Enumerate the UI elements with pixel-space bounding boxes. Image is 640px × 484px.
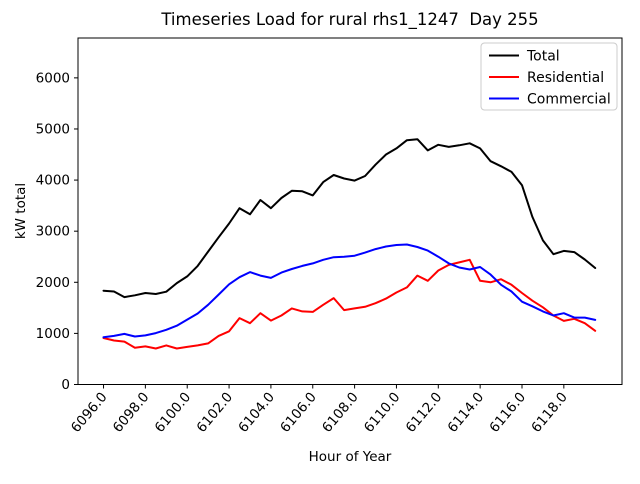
x-tick-label: 6110.0 bbox=[361, 389, 404, 435]
y-tick-label: 0 bbox=[61, 377, 70, 393]
x-tick-label: 6098.0 bbox=[110, 389, 153, 435]
y-tick-label: 4000 bbox=[36, 173, 70, 189]
x-tick-label: 6100.0 bbox=[152, 389, 195, 435]
legend: Total Residential Commercial bbox=[480, 42, 618, 111]
x-tick-label: 6118.0 bbox=[528, 389, 571, 435]
legend-box bbox=[480, 42, 618, 111]
x-tick-label: 6116.0 bbox=[486, 389, 529, 435]
x-tick-label: 6102.0 bbox=[194, 389, 237, 435]
y-axis-label: kW total bbox=[13, 183, 29, 239]
x-tick-label: 6112.0 bbox=[403, 389, 446, 435]
plot-frame bbox=[77, 37, 623, 385]
x-tick-label: 6114.0 bbox=[445, 389, 488, 435]
legend-label-residential: Residential bbox=[527, 70, 604, 86]
x-tick-label: 6106.0 bbox=[277, 389, 320, 435]
series-lines bbox=[102, 138, 597, 350]
x-tick-label: 6096.0 bbox=[68, 389, 111, 435]
legend-label-total: Total bbox=[526, 49, 560, 65]
y-tick-label: 2000 bbox=[36, 275, 70, 291]
y-tick-label: 6000 bbox=[36, 70, 70, 86]
legend-label-commercial: Commercial bbox=[527, 92, 611, 108]
y-axis-ticks: 0 1000 2000 3000 4000 5000 6000 bbox=[36, 70, 78, 393]
chart-title: Timeseries Load for rural rhs1_1247 Day … bbox=[160, 10, 538, 30]
series-line-total bbox=[102, 138, 597, 299]
series-line-commercial bbox=[102, 243, 597, 339]
x-tick-label: 6108.0 bbox=[319, 389, 362, 435]
x-axis-label: Hour of Year bbox=[309, 449, 392, 465]
y-tick-label: 3000 bbox=[36, 224, 70, 240]
x-tick-label: 6104.0 bbox=[235, 389, 278, 435]
x-axis-ticks: 6096.0 6098.0 6100.0 6102.0 6104.0 6106.0 6108… bbox=[68, 384, 571, 436]
y-tick-label: 1000 bbox=[36, 326, 70, 342]
y-tick-label: 5000 bbox=[36, 121, 70, 137]
series-line-residential bbox=[102, 258, 597, 350]
